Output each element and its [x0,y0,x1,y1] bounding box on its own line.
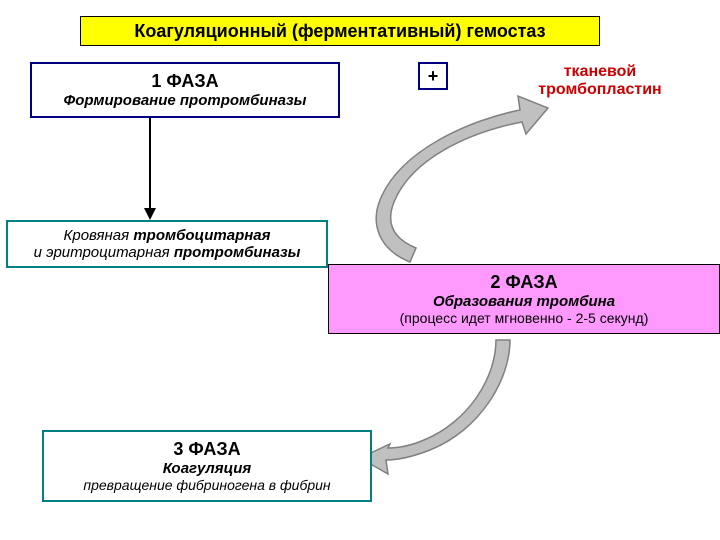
tissue-line1: тканевой [564,63,637,81]
title-text: Коагуляционный (ферментативный) гемостаз [134,21,545,42]
plus-box: + [418,62,448,90]
phase3-subtitle: Коагуляция [163,460,252,477]
title-box: Коагуляционный (ферментативный) гемостаз [80,16,600,46]
phase2-heading: 2 ФАЗА [490,272,557,293]
plus-text: + [428,66,439,87]
tissue-line2: тромбопластин [538,81,661,99]
phase1-subtitle: Формирование протромбиназы [64,92,307,109]
phase1-heading: 1 ФАЗА [151,71,218,92]
phase1-box: 1 ФАЗА Формирование протромбиназы [30,62,340,118]
phase3-box: 3 ФАЗА Коагуляция превращение фибриноген… [42,430,372,502]
phase2-box: 2 ФАЗА Образования тромбина (процесс иде… [328,264,720,334]
blood-line2: и эритроцитарная протромбиназы [34,244,301,261]
phase3-heading: 3 ФАЗА [173,439,240,460]
phase3-detail: превращение фибриногена в фибрин [83,477,330,493]
phase2-detail: (процесс идет мгновенно - 2-5 секунд) [400,310,649,326]
blood-line1: Кровяная тромбоцитарная [64,227,271,244]
phase2-subtitle: Образования тромбина [433,293,615,310]
blood-box: Кровяная тромбоцитарная и эритроцитарная… [6,220,328,268]
tissue-box: тканевой тромбопластин [510,60,690,102]
